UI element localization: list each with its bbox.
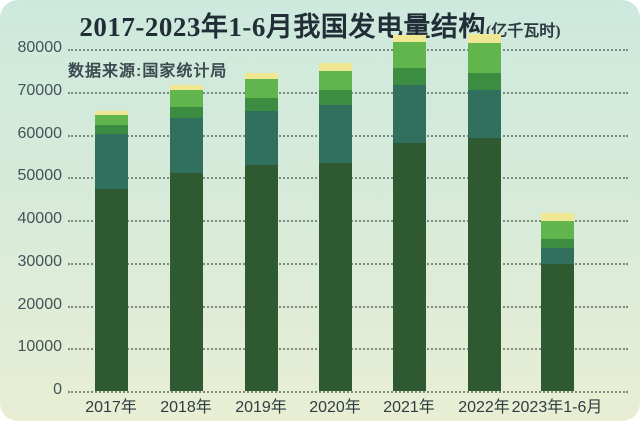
y-axis-tick-label: 30000 [17,252,63,270]
teal-segment [540,248,574,265]
stacked-bar-2018年 [169,84,203,391]
medium-green-segment [318,90,352,106]
x-axis-label-2021年: 2021年 [383,399,435,416]
x-axis-label-2018年: 2018年 [160,399,212,416]
teal-segment [169,118,203,173]
pale-yellow-top-segment [169,84,203,91]
y-axis-tick-label: 50000 [17,167,63,185]
dark-green-bottom-segment [94,188,128,391]
dark-green-bottom-segment [169,172,203,391]
pale-yellow-top-segment [94,110,128,115]
y-axis-tick-label: 10000 [17,338,63,356]
y-axis-tick-label: 80000 [17,39,63,56]
x-axis-label-2023年1-6月: 2023年1-6月 [511,399,603,416]
chart-title-unit: (亿千瓦时) [485,23,561,40]
bright-green-segment [392,41,426,69]
bright-green-segment [540,221,574,240]
medium-green-segment [467,72,501,90]
dark-green-bottom-segment [540,264,574,391]
stacked-bar-2023年1-6月 [540,212,574,391]
pale-yellow-top-segment [540,212,574,222]
teal-segment [392,85,426,144]
medium-green-segment [540,239,574,249]
teal-segment [467,89,501,138]
gridline-80000 [68,49,628,51]
dark-green-bottom-segment [467,137,501,391]
medium-green-segment [392,68,426,86]
stacked-bar-2019年 [244,72,278,391]
bright-green-segment [244,78,278,98]
pale-yellow-top-segment [318,62,352,72]
stacked-bar-2017年 [94,110,128,391]
x-axis-label-2017年: 2017年 [85,399,137,416]
y-axis-tick-label: 40000 [17,210,63,227]
gridline-0 [68,391,628,393]
y-axis-tick-label: 0 [53,381,62,398]
medium-green-segment [94,124,128,134]
x-axis-label-2019年: 2019年 [235,399,287,416]
bright-green-segment [169,90,203,107]
pale-yellow-top-segment [467,33,501,43]
y-axis-tick-label: 70000 [17,81,63,99]
bright-green-segment [94,114,128,125]
bright-green-segment [467,42,501,73]
bright-green-segment [318,71,352,91]
medium-green-segment [244,97,278,111]
data-source-note: 数据来源:国家统计局 [68,63,228,80]
x-axis-label-2020年: 2020年 [309,399,361,416]
chart-title: 2017-2023年1-6月我国发电量结构(亿千瓦时) [0,5,640,44]
y-axis-tick-label: 60000 [17,124,63,142]
pale-yellow-top-segment [392,34,426,42]
stacked-bar-2022年 [467,33,501,391]
stacked-bar-2021年 [392,34,426,391]
dark-green-bottom-segment [244,164,278,391]
y-axis-tick-label: 20000 [17,295,63,313]
medium-green-segment [169,106,203,119]
teal-segment [244,110,278,165]
dark-green-bottom-segment [318,162,352,391]
dark-green-bottom-segment [392,143,426,391]
stacked-bar-2020年 [318,62,352,391]
teal-segment [318,105,352,163]
teal-segment [94,133,128,189]
pale-yellow-top-segment [244,72,278,79]
x-axis-label-2022年: 2022年 [458,399,510,416]
